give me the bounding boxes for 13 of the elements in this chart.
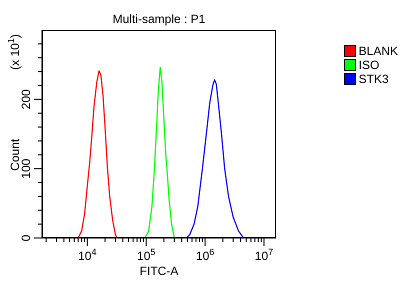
legend-label: STK3 (358, 72, 389, 86)
x-axis-title: FITC-A (138, 264, 180, 278)
y-axis-title: Count (8, 138, 22, 171)
legend-label: ISO (358, 58, 380, 72)
y-tick-label: 100 (19, 158, 33, 179)
chart-title: Multi-sample : P1 (112, 12, 206, 26)
x-tick-label: 10$^{5}$ (137, 247, 156, 263)
y-tick-label: 200 (19, 89, 33, 110)
x-tick-label: 10$^{7}$ (254, 247, 274, 263)
y-tick-label: 0 (19, 234, 33, 242)
legend-label: BLANK (358, 44, 398, 58)
x-tick-label: 10$^{4}$ (78, 247, 97, 263)
x-tick-label: 10$^{6}$ (196, 247, 214, 263)
